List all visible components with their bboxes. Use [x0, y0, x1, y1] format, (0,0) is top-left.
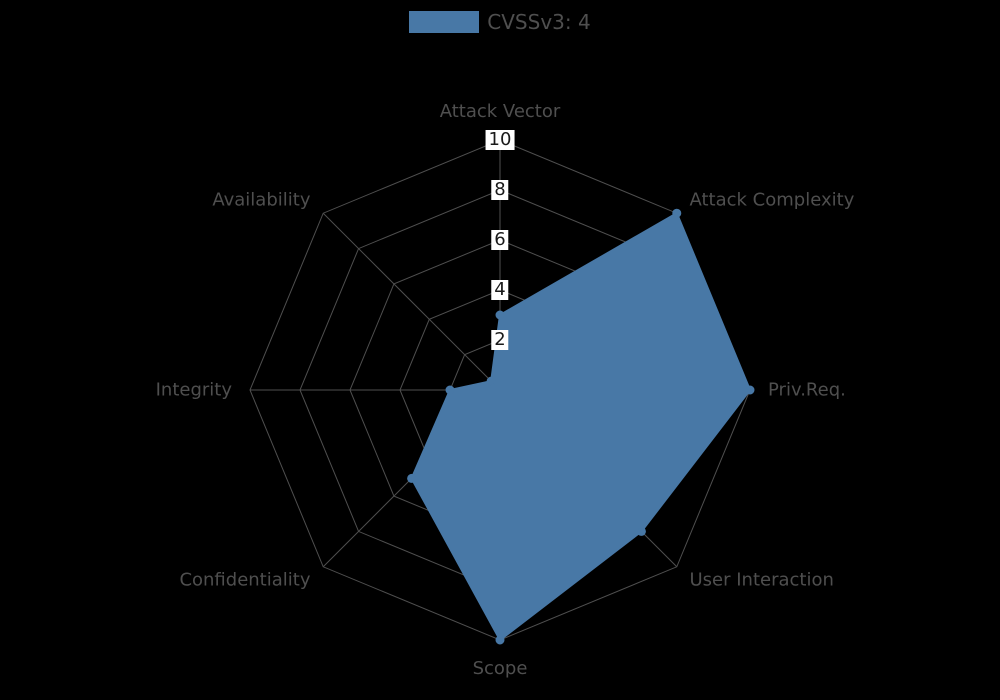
axis-label: Priv.Req. [768, 380, 846, 401]
tick-label: 4 [491, 280, 508, 300]
axis-label: Integrity [156, 380, 232, 401]
axis-label: Attack Complexity [690, 190, 855, 211]
axis-label: Scope [473, 658, 528, 679]
legend: CVSSv3: 4 [0, 10, 1000, 37]
series-marker [487, 377, 495, 385]
axis-label: Attack Vector [440, 101, 561, 122]
axis-label: User Interaction [690, 569, 834, 590]
axis-label: Confidentiality [179, 569, 310, 590]
tick-label: 10 [486, 130, 515, 150]
series-marker [496, 311, 504, 319]
series-marker [446, 386, 454, 394]
series-marker [496, 636, 504, 644]
legend-swatch [409, 11, 479, 33]
tick-label: 8 [491, 180, 508, 200]
tick-label: 2 [491, 330, 508, 350]
series-marker [637, 527, 645, 535]
grid-spoke [323, 213, 500, 390]
legend-label: CVSSv3: 4 [487, 10, 590, 34]
radar-chart-container: CVSSv3: 4 2 4 6 8 10 Attack Vector Attack Comp… [0, 0, 1000, 700]
tick-label: 6 [491, 230, 508, 250]
series-marker [746, 386, 754, 394]
axis-label: Availability [212, 190, 310, 211]
series-marker [673, 209, 681, 217]
series-marker [408, 474, 416, 482]
